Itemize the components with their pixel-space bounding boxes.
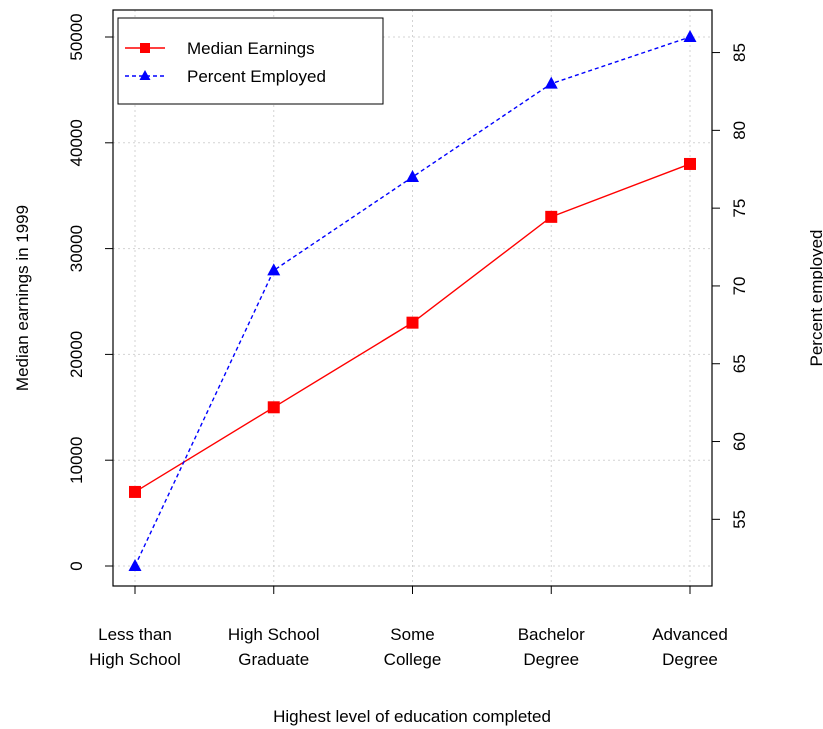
y-tick-label: 50000	[67, 13, 86, 60]
y2-tick-label: 75	[730, 199, 749, 218]
data-point-square	[406, 316, 419, 329]
data-point-square	[129, 485, 141, 498]
x-tick-label: Some	[390, 625, 434, 644]
y2-tick-label: 55	[730, 510, 749, 529]
x-tick-label: Bachelor	[518, 625, 585, 644]
x-tick-label: High School	[89, 650, 181, 669]
data-point-triangle	[267, 263, 281, 276]
legend-label: Percent Employed	[187, 67, 326, 86]
legend-marker-square	[140, 43, 150, 53]
axes: 0 10000 20000 30000 40000 50000 55 60 65 70 75 80 85…	[67, 13, 749, 669]
data-point-triangle	[406, 170, 419, 183]
y-tick-label: 10000	[67, 437, 86, 484]
y-tick-label: 40000	[67, 119, 86, 166]
x-tick-label: College	[384, 650, 442, 669]
legend-box	[117, 17, 384, 105]
x-tick-label: High School	[228, 625, 320, 644]
y2-tick-label: 80	[730, 121, 749, 140]
y-tick-label: 30000	[67, 225, 86, 272]
x-tick-label: Degree	[523, 650, 579, 669]
data-point-triangle	[683, 30, 697, 42]
x-axis-title: Highest level of education completed	[273, 707, 551, 726]
x-tick-label: Graduate	[238, 650, 309, 669]
legend-marker-triangle	[139, 70, 151, 80]
data-point-square	[684, 157, 696, 170]
y2-tick-label: 70	[730, 276, 749, 295]
data-point-square	[545, 210, 558, 223]
data-point-square	[267, 401, 280, 414]
y2-tick-label: 60	[730, 432, 749, 451]
y2-axis-title: Percent employed	[807, 229, 823, 366]
series-layer	[128, 30, 697, 571]
y2-tick-label: 85	[730, 43, 749, 62]
x-tick-label: Less than	[98, 625, 172, 644]
y2-tick-label: 65	[730, 354, 749, 373]
legend-label: Median Earnings	[187, 39, 315, 58]
data-point-triangle	[128, 559, 142, 571]
data-point-triangle	[544, 76, 558, 89]
y-tick-label: 20000	[67, 331, 86, 378]
y-tick-label: 0	[67, 561, 86, 570]
y-axis-title: Median earnings in 1999	[13, 205, 32, 391]
x-tick-label: Degree	[662, 650, 718, 669]
legend: Median Earnings Percent Employed	[117, 17, 384, 105]
x-tick-label: Advanced	[652, 625, 728, 644]
